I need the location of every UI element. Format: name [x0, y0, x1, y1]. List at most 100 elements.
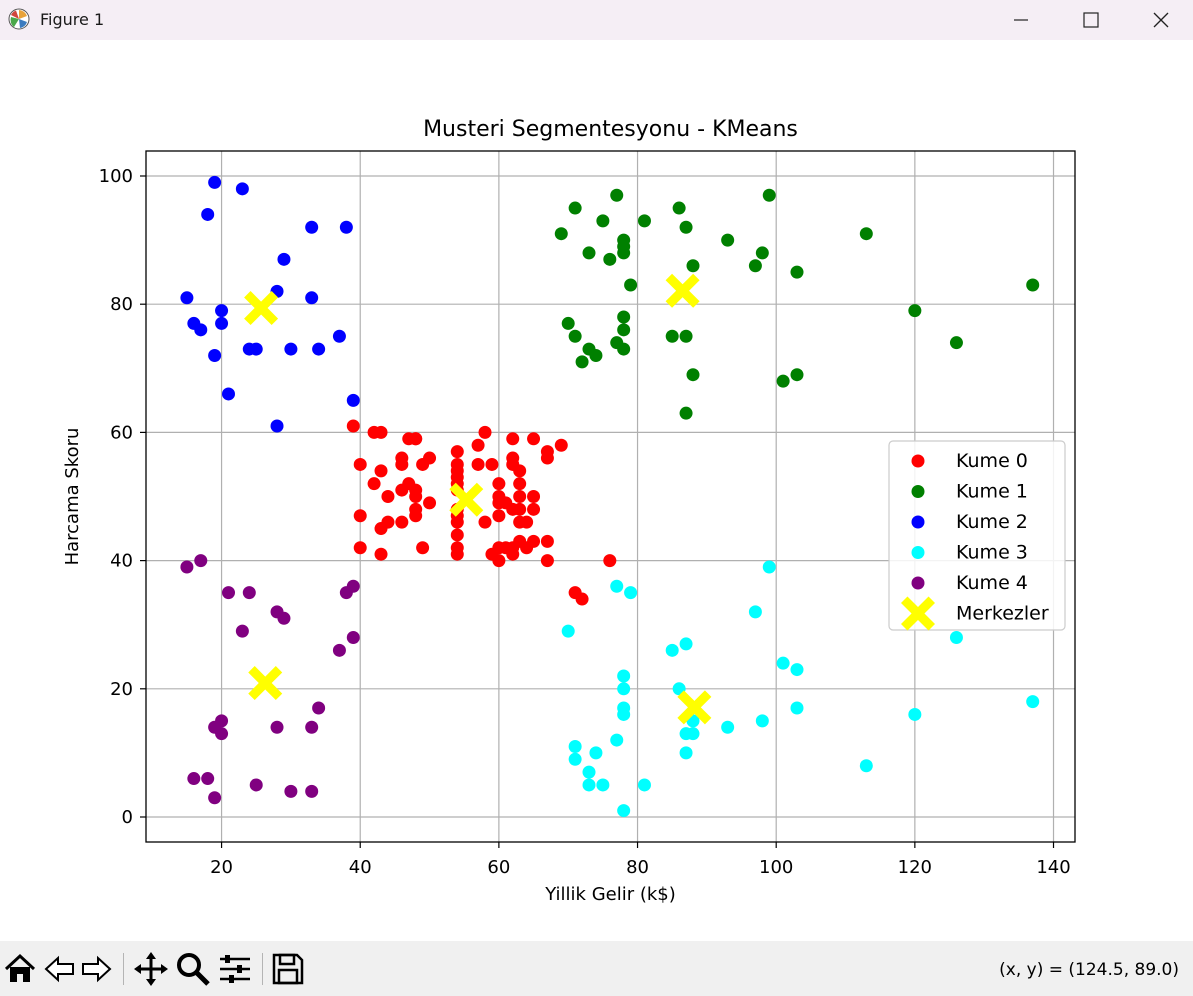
data-point-kume-0	[513, 477, 527, 491]
x-tick-label: 60	[487, 857, 510, 878]
data-point-kume-2	[215, 316, 229, 330]
data-point-kume-3	[617, 669, 631, 683]
minimize-icon	[1014, 19, 1028, 21]
data-point-kume-3	[617, 804, 631, 818]
data-point-kume-1	[790, 368, 804, 382]
data-point-kume-0	[554, 438, 568, 452]
data-point-kume-4	[215, 714, 229, 728]
data-point-kume-1	[679, 406, 693, 420]
data-point-kume-1	[908, 304, 922, 318]
data-point-kume-1	[596, 214, 610, 228]
close-button[interactable]	[1131, 0, 1191, 40]
data-point-kume-3	[637, 778, 651, 792]
data-point-kume-0	[423, 496, 437, 510]
legend-label: Kume 4	[956, 572, 1028, 594]
data-point-kume-0	[603, 554, 617, 568]
legend-marker	[911, 546, 925, 559]
data-point-kume-0	[353, 541, 367, 555]
data-point-kume-0	[527, 502, 541, 516]
y-tick-label: 0	[122, 807, 133, 828]
forward-button[interactable]	[78, 951, 114, 987]
data-point-kume-1	[617, 323, 631, 337]
axes-frame	[145, 150, 1076, 843]
back-button[interactable]	[42, 951, 78, 987]
forward-icon	[82, 955, 112, 983]
navigation-toolbar: (x, y) = (124.5, 89.0)	[0, 941, 1193, 996]
data-point-kume-4	[270, 720, 284, 734]
toolbar-separator	[123, 953, 124, 985]
x-axis-label: Yillik Gelir (k$)	[544, 884, 676, 905]
data-point-kume-0	[409, 509, 423, 523]
y-tick-label: 60	[110, 422, 133, 443]
data-point-kume-4	[284, 784, 298, 798]
legend-marker	[911, 454, 925, 468]
data-points	[180, 175, 1040, 818]
x-tick-label: 120	[898, 857, 932, 878]
data-point-kume-3	[755, 714, 769, 728]
legend-label: Kume 0	[956, 450, 1028, 472]
data-point-kume-3	[908, 707, 922, 721]
legend: Kume 0 Kume 1 Kume 2 Kume 3 Kume 4 Merkezler	[888, 440, 1066, 631]
zoom-button[interactable]	[175, 951, 211, 987]
x-tick-label: 100	[759, 857, 793, 878]
data-point-kume-0	[471, 438, 485, 452]
data-point-kume-2	[346, 393, 360, 407]
minimize-button[interactable]	[991, 0, 1051, 40]
figure-canvas[interactable]: 20 40 60 80 100 120 140 0 20 40 60 80 100 Musteri Se…	[0, 40, 1193, 940]
data-point-kume-3	[624, 586, 638, 600]
data-point-kume-0	[416, 541, 430, 555]
data-point-kume-0	[353, 457, 367, 471]
cluster-center-marker	[248, 666, 283, 701]
data-point-kume-0	[450, 547, 464, 561]
data-point-kume-3	[582, 765, 596, 779]
data-point-kume-0	[409, 490, 423, 503]
data-point-kume-4	[187, 772, 201, 786]
data-point-kume-2	[208, 175, 222, 189]
cluster-center-marker	[449, 482, 484, 517]
data-point-kume-1	[679, 329, 693, 343]
data-point-kume-1	[721, 233, 735, 247]
save-icon	[272, 953, 304, 985]
data-point-kume-2	[277, 252, 291, 266]
data-point-kume-3	[721, 720, 735, 734]
data-point-kume-0	[374, 464, 388, 478]
legend-label: Kume 3	[956, 542, 1028, 564]
maximize-button[interactable]	[1061, 0, 1121, 40]
configure-subplots-icon	[220, 955, 250, 983]
home-button[interactable]	[2, 951, 38, 987]
data-point-kume-3	[748, 605, 762, 619]
legend-marker	[911, 485, 925, 498]
axis-ticks: 20 40 60 80 100 120 140 0 20 40 60 80 100	[99, 166, 1071, 878]
x-tick-label: 140	[1036, 857, 1070, 878]
data-point-kume-0	[346, 419, 360, 433]
data-point-kume-3	[568, 752, 582, 766]
data-point-kume-4	[222, 586, 236, 600]
data-point-kume-0	[423, 451, 437, 465]
save-button[interactable]	[270, 951, 306, 987]
data-point-kume-0	[381, 490, 395, 503]
data-point-kume-1	[949, 336, 963, 350]
data-point-kume-2	[284, 342, 298, 356]
data-point-kume-4	[208, 791, 222, 805]
data-point-kume-3	[665, 643, 679, 657]
pan-button[interactable]	[133, 951, 169, 987]
data-point-kume-0	[478, 425, 492, 439]
data-point-kume-3	[617, 682, 631, 696]
matplotlib-app-icon	[8, 8, 30, 30]
pan-icon	[134, 952, 168, 986]
data-point-kume-1	[637, 214, 651, 228]
data-point-kume-0	[450, 445, 464, 459]
data-point-kume-0	[492, 509, 506, 523]
data-point-kume-2	[339, 220, 353, 234]
data-point-kume-0	[513, 464, 527, 478]
data-point-kume-2	[249, 342, 263, 356]
data-point-kume-2	[180, 291, 194, 305]
data-point-kume-3	[679, 746, 693, 760]
data-point-kume-2	[305, 291, 319, 305]
data-point-kume-1	[575, 355, 589, 369]
data-point-kume-1	[686, 259, 700, 273]
data-point-kume-0	[540, 554, 554, 568]
configure-subplots-button[interactable]	[217, 951, 253, 987]
cluster-center-marker	[665, 273, 700, 308]
data-point-kume-0	[381, 515, 395, 529]
